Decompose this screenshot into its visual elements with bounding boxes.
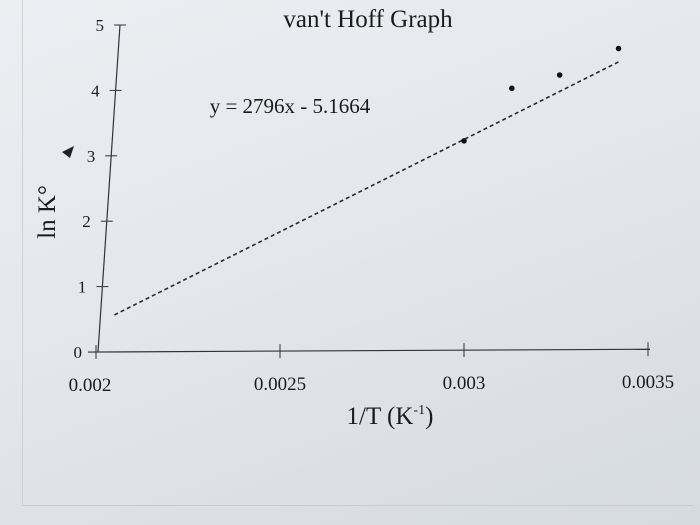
- x-axis-label-suffix: ): [425, 403, 433, 430]
- x-axis-line: [87, 348, 651, 353]
- cursor-arrow-icon: [62, 146, 74, 158]
- chart-title: van't Hoff Graph: [283, 6, 453, 33]
- x-tick-label: 0.002: [69, 375, 112, 396]
- y-axis-label: ln K°: [34, 185, 61, 239]
- y-tick-label: 1: [78, 278, 87, 297]
- y-tick-label: 3: [87, 147, 96, 166]
- y-axis-line: [97, 24, 121, 353]
- trendline-equation: y = 2796x - 5.1664: [210, 94, 371, 118]
- x-axis-label-superscript: -1: [413, 403, 425, 418]
- trendline: [114, 61, 619, 316]
- plot-layer: 0 1 2 3 4 5 0.002 0.0025 0.003 0.0035: [69, 16, 675, 396]
- x-axis-label-main: 1/T (K: [347, 403, 414, 430]
- y-tick-label: 2: [82, 212, 91, 231]
- y-tick-label: 5: [96, 16, 105, 35]
- data-point: [509, 85, 515, 92]
- data-point: [615, 45, 622, 52]
- x-tick-label: 0.003: [443, 373, 486, 394]
- data-point: [556, 72, 563, 78]
- x-tick-label: 0.0035: [622, 372, 674, 393]
- x-axis-label: 1/T (K-1): [347, 403, 434, 430]
- data-point: [461, 138, 467, 144]
- x-tick-label: 0.0025: [254, 374, 306, 395]
- y-tick-label: 4: [91, 81, 100, 100]
- y-tick-label: 0: [74, 343, 83, 362]
